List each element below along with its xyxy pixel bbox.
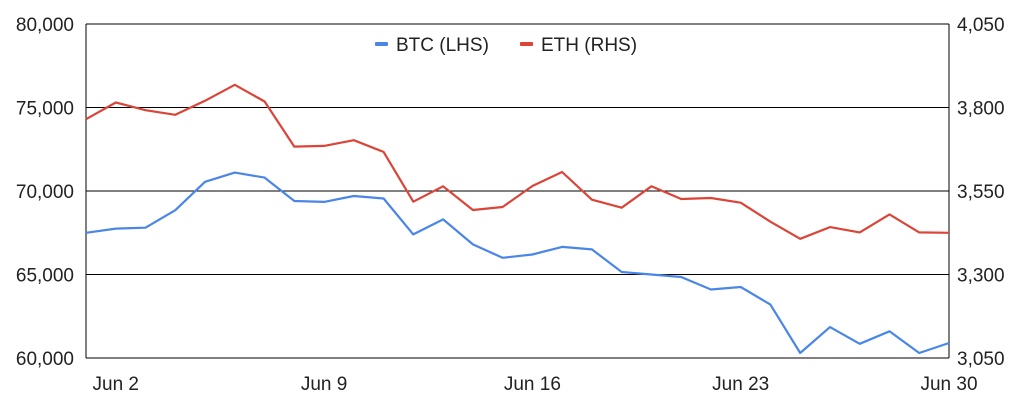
x-tick-label: Jun 16 — [504, 374, 561, 395]
grid-lines — [86, 23, 949, 359]
right-tick-label: 3,050 — [957, 349, 1005, 370]
left-tick-label: 80,000 — [16, 15, 74, 36]
x-tick-label: Jun 9 — [301, 374, 347, 395]
x-axis: Jun 2 Jun 9 Jun 16 Jun 23 Jun 30 — [93, 374, 978, 395]
left-tick-label: 60,000 — [16, 349, 74, 370]
legend-swatch — [375, 42, 388, 46]
right-tick-label: 3,800 — [957, 99, 1005, 120]
x-tick-label: Jun 30 — [920, 374, 977, 395]
right-tick-label: 3,300 — [957, 266, 1005, 287]
series-lines — [85, 83, 950, 355]
legend-label: BTC (LHS) — [396, 35, 489, 56]
right-tick-label: 3,550 — [957, 182, 1005, 203]
legend-label: ETH (RHS) — [541, 35, 637, 56]
x-tick-label: Jun 23 — [712, 374, 769, 395]
left-tick-label: 70,000 — [16, 182, 74, 203]
plot-frame — [85, 24, 950, 358]
legend-swatch — [520, 42, 533, 46]
right-tick-label: 4,050 — [957, 15, 1005, 36]
right-y-axis: 3,050 3,300 3,550 3,800 4,050 — [957, 15, 1005, 370]
left-y-axis: 60,000 65,000 70,000 75,000 80,000 — [16, 15, 74, 370]
series-line-eth — [85, 83, 950, 240]
series-line-btc — [85, 171, 950, 355]
legend: BTC (LHS) ETH (RHS) — [375, 35, 637, 56]
x-tick-label: Jun 2 — [93, 374, 139, 395]
left-tick-label: 65,000 — [16, 266, 74, 287]
left-tick-label: 75,000 — [16, 99, 74, 120]
